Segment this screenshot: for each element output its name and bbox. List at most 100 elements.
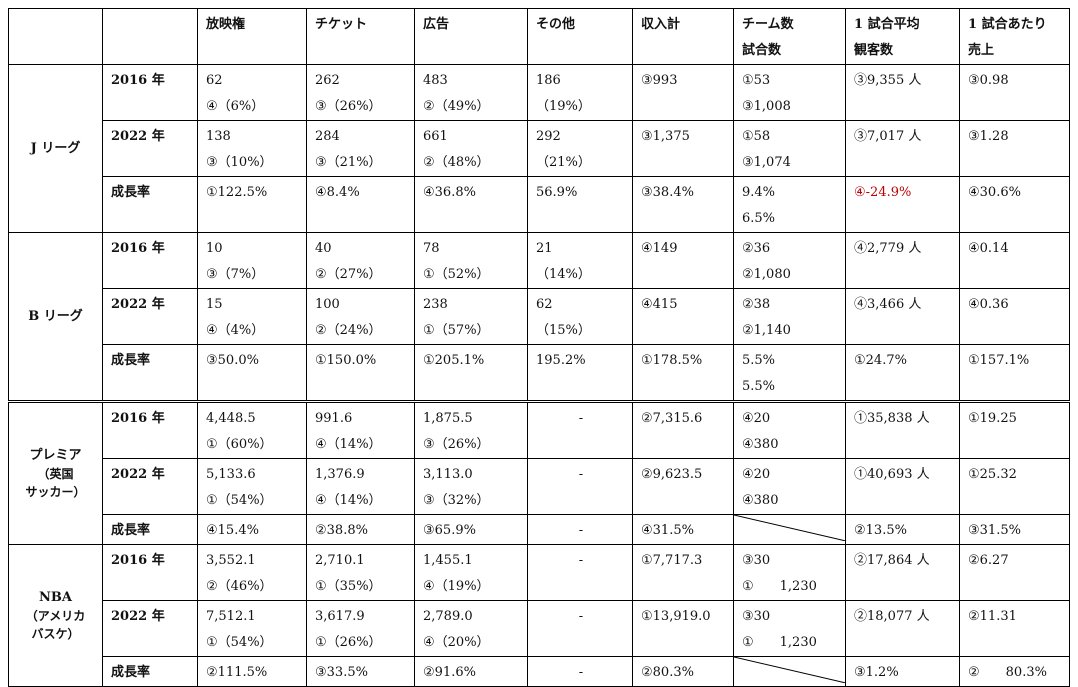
other-cell: - bbox=[527, 400, 633, 459]
other-cell: 62 （15%） bbox=[527, 288, 633, 345]
cell-value: ③65.9% bbox=[423, 523, 476, 538]
cell-value: ② 80.3% bbox=[968, 665, 1047, 680]
cell-value: （15%） bbox=[536, 323, 591, 338]
cell-value: ②（49%） bbox=[423, 99, 490, 114]
advertising-cell: ②91.6% bbox=[414, 656, 528, 687]
cell-value: 56.9% bbox=[536, 185, 578, 200]
other-cell: 21 （14%） bbox=[527, 232, 633, 289]
group-name-line: バスケ） bbox=[31, 626, 80, 641]
period-label: 2022 年 bbox=[102, 458, 198, 515]
cell-value: 186 bbox=[536, 73, 561, 88]
advertising-cell: 2,789.0 ④（20%） bbox=[414, 600, 528, 657]
cell-value: - bbox=[578, 411, 584, 426]
cell-value: ①（57%） bbox=[423, 323, 490, 338]
tickets-cell: 2,710.1 ①（35%） bbox=[306, 544, 415, 601]
tickets-cell: ②38.8% bbox=[306, 514, 415, 545]
tickets-cell: 40 ②（27%） bbox=[306, 232, 415, 289]
cell-value: ④8.4% bbox=[315, 185, 360, 200]
group-name-line: （アメリカ bbox=[25, 608, 86, 623]
cell-value: ④（6%） bbox=[206, 99, 265, 114]
group-name-line: J リーグ bbox=[30, 140, 81, 156]
other-cell: - bbox=[527, 458, 633, 515]
other-cell: 292 （21%） bbox=[527, 120, 633, 177]
cell-value: ③1.28 bbox=[968, 129, 1009, 144]
cell-value: ③1,074 bbox=[742, 155, 791, 170]
cell-value: ①122.5% bbox=[206, 185, 268, 200]
broadcast-cell: 10 ③（7%） bbox=[197, 232, 307, 289]
j-league-row-2: 2022 年 138 ③（10%） 284 ③（21%） 661 ②（48%） 292 （21%… bbox=[9, 120, 1070, 177]
cell-value: 195.2% bbox=[536, 353, 586, 368]
teams-games-cell: 9.4% 6.5% bbox=[733, 176, 846, 233]
header-advertising: 広告 bbox=[414, 8, 528, 65]
cell-value: ④（14%） bbox=[315, 437, 382, 452]
cell-value: ①150.0% bbox=[315, 353, 377, 368]
cell-value: ③9,355 人 bbox=[854, 73, 922, 88]
period-label: 2022 年 bbox=[102, 288, 198, 345]
cell-value: ③33.5% bbox=[315, 665, 368, 680]
cell-value: ③0.98 bbox=[968, 73, 1009, 88]
teams-games-cell: ④20 ④380 bbox=[733, 400, 846, 459]
cell-value: ④31.5% bbox=[641, 523, 694, 538]
cell-value: 262 bbox=[315, 73, 340, 88]
cell-value: ③（26%） bbox=[315, 99, 382, 114]
cell-value: 15 bbox=[206, 297, 223, 312]
cell-value: ②（48%） bbox=[423, 155, 490, 170]
cell-value: ④（19%） bbox=[423, 579, 490, 594]
per-game-revenue-cell: ②11.31 bbox=[959, 600, 1070, 657]
cell-value: 991.6 bbox=[315, 411, 353, 426]
header-tickets: チケット bbox=[306, 8, 415, 65]
advertising-cell: 78 ①（52%） bbox=[414, 232, 528, 289]
group-name-line: プレミア bbox=[29, 447, 82, 463]
cell-value: ④0.36 bbox=[968, 297, 1009, 312]
total-cell: ②9,623.5 bbox=[632, 458, 734, 515]
tickets-cell: 284 ③（21%） bbox=[306, 120, 415, 177]
cell-value: ④（4%） bbox=[206, 323, 265, 338]
header-avg-attendance-line1: 1 試合平均 bbox=[854, 17, 920, 32]
cell-value: ②17,864 人 bbox=[854, 553, 930, 568]
j-league-row-1: J リーグ 2016 年 62 ④（6%） 262 ③（26%） 483 ②（49%） 186 （… bbox=[8, 64, 1070, 233]
broadcast-cell: 138 ③（10%） bbox=[197, 120, 307, 177]
broadcast-cell: 62 ④（6%） bbox=[197, 64, 307, 121]
avg-attendance-cell: ④-24.9% bbox=[845, 176, 960, 233]
cell-value: ②7,315.6 bbox=[641, 411, 703, 426]
cell-value: ④415 bbox=[641, 297, 678, 312]
cell-value: ③38.4% bbox=[641, 185, 694, 200]
cell-value: ①25.32 bbox=[968, 467, 1017, 482]
advertising-cell: ④36.8% bbox=[414, 176, 528, 233]
per-game-revenue-cell: ③31.5% bbox=[959, 514, 1070, 545]
cell-value: ②（27%） bbox=[315, 267, 382, 282]
cell-value: ②9,623.5 bbox=[641, 467, 703, 482]
teams-games-cell bbox=[733, 514, 846, 545]
tickets-cell: 991.6 ④（14%） bbox=[306, 400, 415, 459]
header-row: 放映権 チケット 広告 その他 収入計 チーム数 試合数 1 試合平均 観客数 … bbox=[8, 8, 1070, 65]
cell-value: （21%） bbox=[536, 155, 591, 170]
avg-attendance-cell: ③9,355 人 bbox=[845, 64, 960, 121]
total-cell: ③1,375 bbox=[632, 120, 734, 177]
header-avg-attendance-line2: 観客数 bbox=[854, 43, 894, 58]
cell-value: ④-24.9% bbox=[854, 185, 912, 200]
cell-value: - bbox=[578, 553, 584, 568]
teams-games-cell: ④20 ④380 bbox=[733, 458, 846, 515]
header-games: 試合数 bbox=[742, 43, 782, 58]
cell-value: ③（26%） bbox=[423, 437, 490, 452]
per-game-revenue-cell: ④30.6% bbox=[959, 176, 1070, 233]
advertising-cell: 1,875.5 ③（26%） bbox=[414, 400, 528, 459]
cell-value: ②111.5% bbox=[206, 665, 268, 680]
total-cell: ①13,919.0 bbox=[632, 600, 734, 657]
b-league-label: B リーグ bbox=[8, 232, 103, 402]
per-game-revenue-cell: ④0.14 bbox=[959, 232, 1070, 289]
advertising-cell: ③65.9% bbox=[414, 514, 528, 545]
cell-value: 2,710.1 bbox=[315, 553, 365, 568]
cell-value: 4,448.5 bbox=[206, 411, 256, 426]
cell-value: ④（20%） bbox=[423, 635, 490, 650]
header-revenue-per-game-line1: 1 試合あたり bbox=[968, 17, 1047, 32]
cell-value: ③（21%） bbox=[315, 155, 382, 170]
cell-value: 78 bbox=[423, 241, 440, 256]
cell-value: ③50.0% bbox=[206, 353, 259, 368]
cell-value: ②13.5% bbox=[854, 523, 907, 538]
cell-value: ④0.14 bbox=[968, 241, 1009, 256]
cell-value: 3,113.0 bbox=[423, 467, 473, 482]
cell-value: 238 bbox=[423, 297, 448, 312]
tickets-cell: 1,376.9 ④（14%） bbox=[306, 458, 415, 515]
teams-games-cell bbox=[733, 656, 846, 687]
